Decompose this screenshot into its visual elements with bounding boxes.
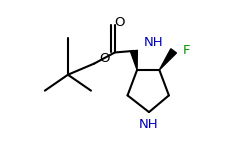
Text: NH: NH	[139, 118, 159, 131]
Polygon shape	[159, 49, 177, 70]
Text: O: O	[114, 16, 125, 29]
Text: NH: NH	[143, 36, 163, 49]
Polygon shape	[131, 50, 137, 70]
Text: F: F	[183, 44, 191, 57]
Text: O: O	[99, 52, 110, 65]
